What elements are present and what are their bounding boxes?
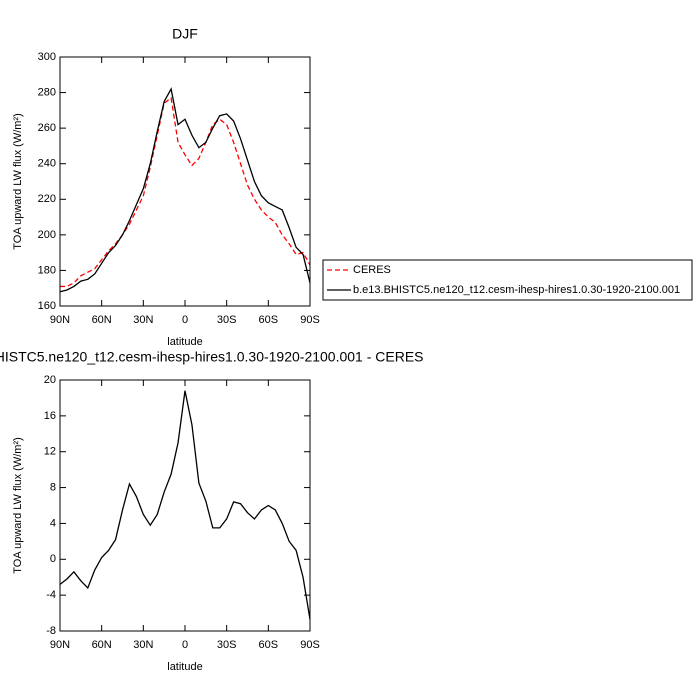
series-line [59,390,311,620]
x-tick-label: 90N [50,639,70,651]
y-tick-label: 4 [50,517,56,529]
y-tick-label: 20 [44,374,56,386]
y-tick-label: 160 [38,300,56,312]
x-tick-label: 60S [259,639,279,651]
legend-box [322,259,693,301]
y-tick-label: 200 [38,229,56,241]
y-tick-label: 300 [38,51,56,63]
x-tick-label: 0 [182,639,188,651]
y-tick-label: 8 [50,481,56,493]
x-tick-label: 30S [217,639,237,651]
series-line [60,96,311,288]
plot-frame [59,56,311,307]
y-axis-label: TOA upward LW flux (W/m²) [12,437,24,574]
y-tick-label: 240 [38,158,56,170]
legend-label: b.e13.BHISTC5.ne120_t12.cesm-ihesp-hires… [353,284,680,296]
x-tick-label: 90N [50,314,70,326]
x-tick-label: 30N [133,314,153,326]
x-tick-label: 90S [300,314,320,326]
legend-label: CERES [353,264,391,276]
series-line [59,87,311,293]
y-tick-label: 12 [44,446,56,458]
x-tick-label: 30S [217,314,237,326]
x-axis-label: latitude [167,661,202,673]
y-tick-label: 16 [44,410,56,422]
x-tick-label: 60N [92,639,112,651]
x-tick-label: 30N [133,639,153,651]
y-tick-label: -4 [46,589,56,601]
x-tick-label: 0 [182,314,188,326]
y-tick-label: 260 [38,122,56,134]
chart-title: b.e13.BHISTC5.ne120_t12.cesm-ihesp-hires… [0,349,424,365]
y-tick-label: 0 [50,553,56,565]
y-tick-label: 220 [38,193,56,205]
x-tick-label: 60S [259,314,279,326]
chart-title: DJF [172,26,198,42]
y-tick-label: -8 [46,625,56,637]
x-tick-label: 60N [92,314,112,326]
y-tick-label: 280 [38,86,56,98]
plot-frame [59,379,311,632]
y-axis-label: TOA upward LW flux (W/m²) [12,113,24,250]
x-tick-label: 90S [300,639,320,651]
y-tick-label: 180 [38,264,56,276]
x-axis-label: latitude [167,336,202,348]
